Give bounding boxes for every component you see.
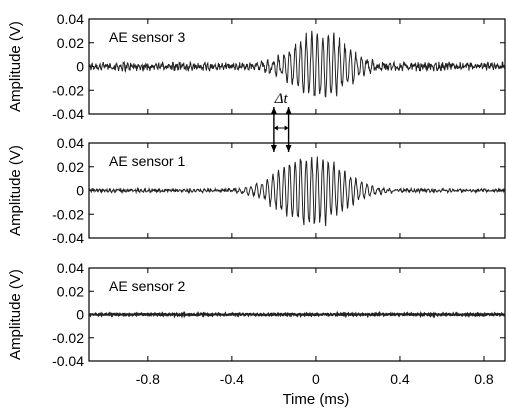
x-tick-label: 0.4 — [390, 371, 410, 387]
y-tick-label: -0.02 — [52, 330, 84, 346]
series-line — [88, 156, 506, 227]
panel-label: AE sensor 3 — [109, 29, 185, 45]
arrow-up-icon — [270, 107, 277, 114]
series-line — [88, 310, 506, 319]
y-tick-label: 0.04 — [57, 135, 84, 151]
x-tick-label: 0 — [312, 371, 320, 387]
y-tick-label: -0.04 — [52, 230, 84, 246]
arrow-right-icon — [284, 125, 289, 131]
y-tick-label: 0.02 — [57, 283, 84, 299]
y-tick-label: 0.02 — [57, 159, 84, 175]
delta-t-label: Δt — [274, 91, 289, 107]
y-tick-label: -0.04 — [52, 106, 84, 122]
y-tick-label: 0 — [76, 59, 84, 75]
arrow-down-icon — [270, 145, 277, 152]
y-axis-title: Amplitude (V) — [7, 21, 24, 112]
panel-label: AE sensor 1 — [109, 153, 185, 169]
series-line — [88, 30, 506, 98]
y-tick-label: 0.02 — [57, 35, 84, 51]
y-axis-title: Amplitude (V) — [7, 269, 24, 360]
panel-1: 0.04 0.02 0 -0.02 -0.04 Amplitude (V) AE senso… — [7, 11, 506, 122]
panel-label: AE sensor 2 — [109, 278, 185, 294]
x-axis-title: Time (ms) — [282, 391, 349, 408]
arrow-up-icon — [285, 107, 292, 114]
delta-t-annotation: Δt — [270, 91, 292, 152]
arrow-down-icon — [285, 145, 292, 152]
y-tick-label: 0 — [76, 183, 84, 199]
x-tick-label: 0.8 — [474, 371, 494, 387]
y-tick-label: -0.04 — [52, 353, 84, 369]
y-tick-label: -0.02 — [52, 206, 84, 222]
y-tick-label: 0.04 — [57, 11, 84, 27]
panel-2: 0.04 0.02 0 -0.02 -0.04 Amplitude (V) AE senso… — [7, 135, 506, 246]
y-axis-title: Amplitude (V) — [7, 145, 24, 236]
y-tick-label: 0 — [76, 307, 84, 323]
y-tick-label: 0.04 — [57, 260, 84, 276]
x-tick-label: -0.8 — [136, 371, 160, 387]
panels: 0.04 0.02 0 -0.02 -0.04 Amplitude (V) AE senso… — [7, 11, 506, 369]
x-axis: -0.8 -0.4 0 0.4 0.8 Time (ms) — [136, 371, 494, 408]
arrow-left-icon — [273, 125, 278, 131]
x-tick-label: -0.4 — [220, 371, 244, 387]
panel-3: 0.04 0.02 0 -0.02 -0.04 Amplitude (V) AE senso… — [7, 260, 506, 369]
y-tick-label: -0.02 — [52, 82, 84, 98]
